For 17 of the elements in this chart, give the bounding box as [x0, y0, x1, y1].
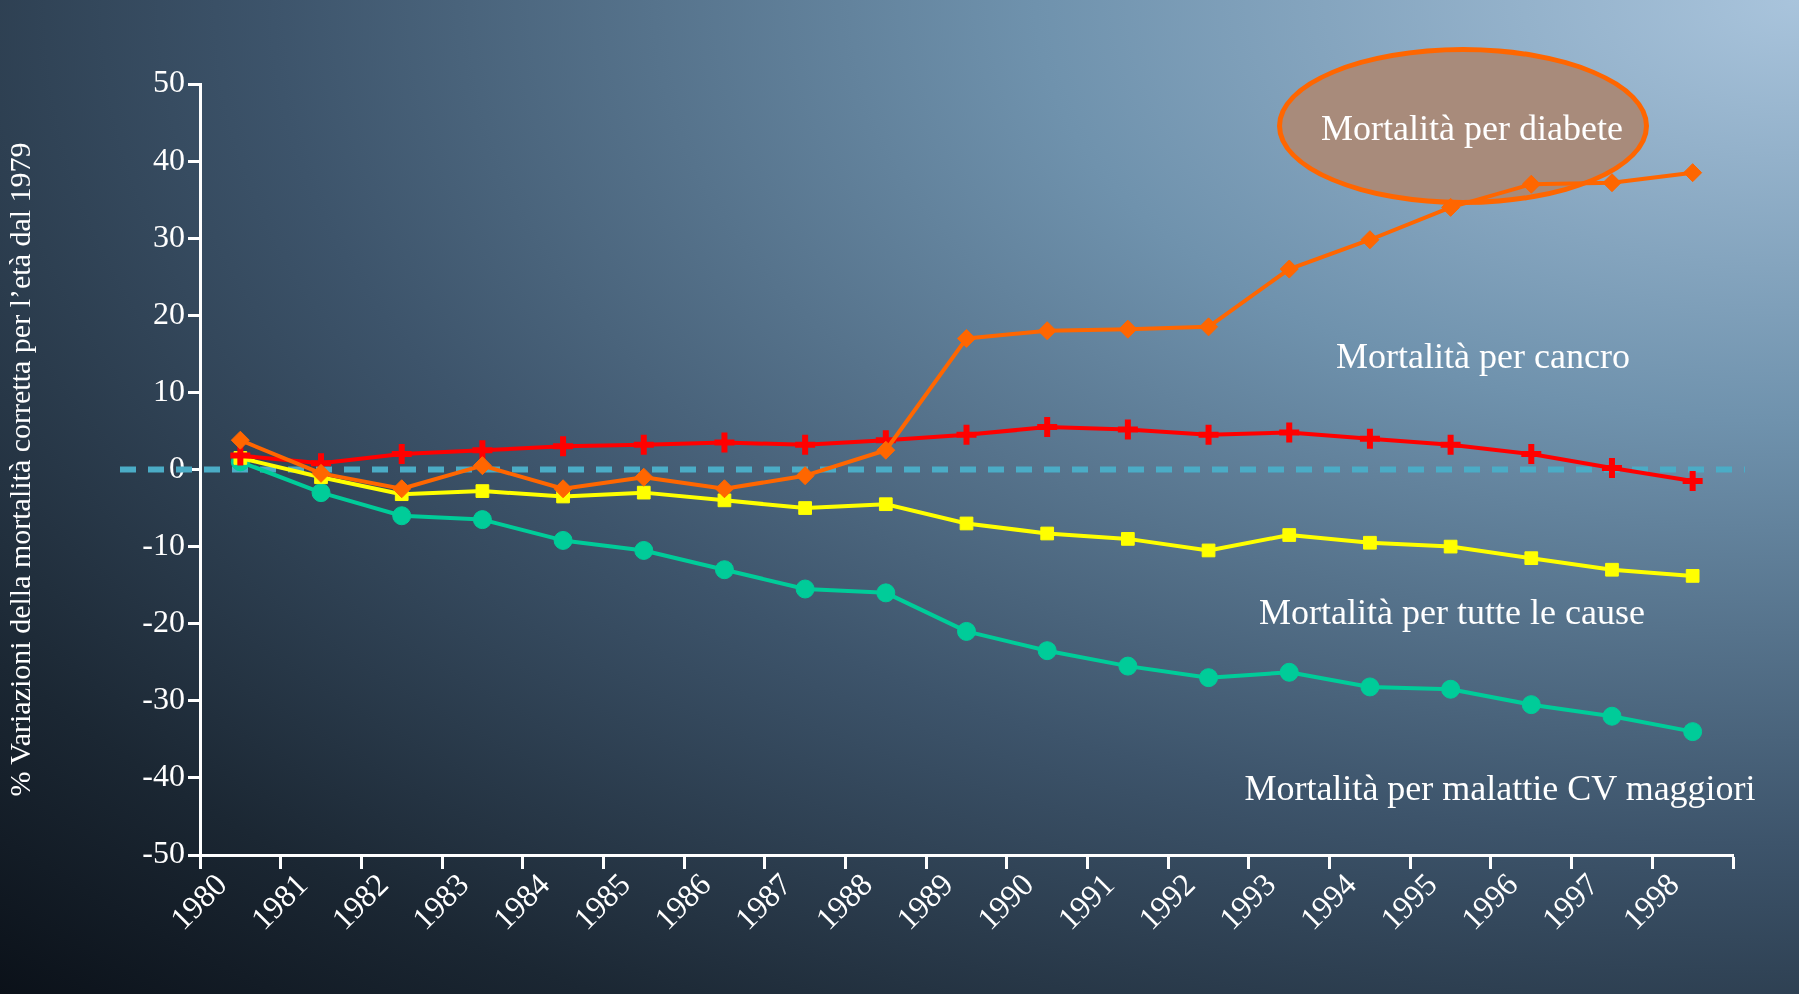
y-tick-label: 50 — [153, 63, 185, 100]
y-tick-label: 30 — [153, 217, 185, 254]
y-tick-label: -40 — [142, 757, 185, 794]
x-tick-label: 1991 — [1050, 865, 1122, 937]
y-tick-label: -30 — [142, 680, 185, 717]
y-tick-label: -20 — [142, 603, 185, 640]
y-tick-label: 10 — [153, 371, 185, 408]
series-label: Mortalità per cancro — [1336, 335, 1630, 377]
series-label: Mortalità per diabete — [1321, 107, 1623, 149]
y-tick-label: -10 — [142, 526, 185, 563]
series-label: Mortalità per tutte le cause — [1259, 591, 1645, 633]
series-label: Mortalità per malattie CV maggiori — [1244, 767, 1756, 809]
y-tick-label: 40 — [153, 140, 185, 177]
x-tick-label: 1981 — [243, 865, 315, 937]
y-tick-label: 20 — [153, 294, 185, 331]
y-tick-label: -50 — [142, 834, 185, 871]
y-axis-title: % Variazioni della mortalità corretta per l’età dal 1979 — [2, 142, 36, 797]
